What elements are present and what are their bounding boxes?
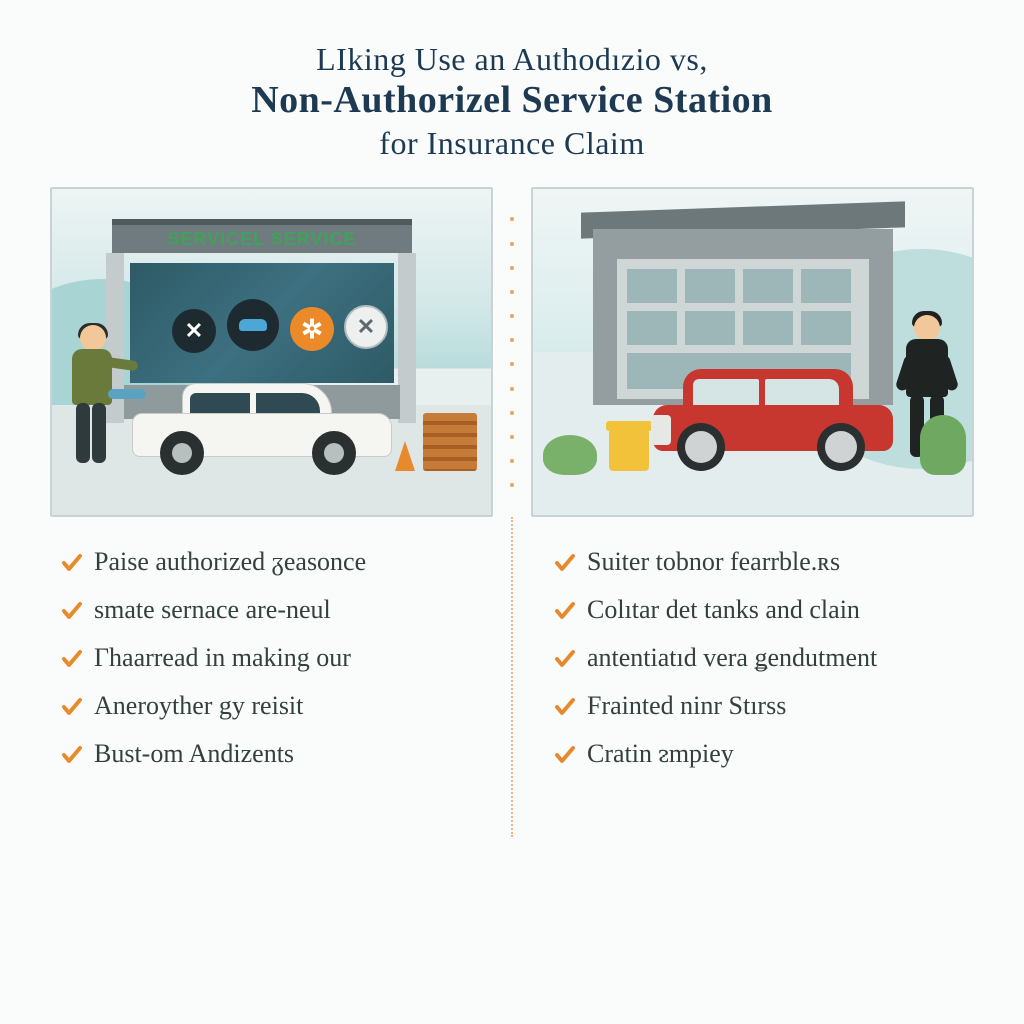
panel-divider (511, 187, 513, 517)
check-icon (553, 647, 577, 671)
trash-bin-icon (609, 429, 649, 471)
shop-pillar-right (398, 253, 416, 423)
list-item-text: smate sernace are-neul (94, 595, 331, 625)
list-item-text: Colıtar det tanks and clain (587, 595, 860, 625)
list-item-text: Paise authorized ᵹeasonce (94, 547, 366, 577)
left-list-item: Гhaаrread in making our (60, 643, 471, 673)
check-icon (60, 695, 84, 719)
speech-bubble-car-icon (227, 299, 279, 351)
check-icon (60, 647, 84, 671)
person-left (62, 325, 122, 475)
crate-icon (423, 413, 477, 471)
left-list-item: Bust-om Andizents (60, 739, 471, 769)
shop-sign: SERVICEL SERVICE (112, 219, 412, 253)
list-item-text: Bust-om Andizents (94, 739, 294, 769)
left-panel: SERVICEL SERVICE ✕ ✲ ✕ (50, 187, 493, 517)
title-line-1: LIking Use an Authodızio vs, (50, 40, 974, 78)
title-block: LIking Use an Authodızio vs, Non-Authori… (50, 40, 974, 162)
left-list-item: Aneroyther gy reisit (60, 691, 471, 721)
check-icon (553, 551, 577, 575)
traffic-cone-icon (395, 441, 415, 471)
list-item-text: Гhaаrread in making our (94, 643, 351, 673)
left-list-item: smate sernace are-neul (60, 595, 471, 625)
red-car (653, 371, 893, 471)
list-item-text: antentiatıd vera ǥendutment (587, 643, 877, 673)
list-item-text: Cratin ᴤmpiey (587, 739, 734, 769)
right-list-item: antentiatıd vera ǥendutment (553, 643, 964, 673)
title-line-3: for Insurance Claim (50, 124, 974, 162)
list-divider (511, 517, 513, 837)
check-icon (553, 599, 577, 623)
right-list-item: Frainted ninr Stırss (553, 691, 964, 721)
white-car (132, 385, 392, 475)
shop-sign-text: SERVICEL SERVICE (167, 229, 356, 250)
right-list-item: Suiter tobnor fearrble.ʀs (553, 547, 964, 577)
panels-row: SERVICEL SERVICE ✕ ✲ ✕ (50, 187, 974, 517)
title-line-2: Non-Authorizel Service Station (50, 78, 974, 124)
list-item-text: Frainted ninr Stırss (587, 691, 786, 721)
check-icon (60, 743, 84, 767)
lists-row: Paise authorized ᵹeasonce smate sernace a… (50, 547, 974, 837)
right-list-item: Colıtar det tanks and clain (553, 595, 964, 625)
check-icon (60, 599, 84, 623)
check-icon (553, 743, 577, 767)
check-icon (553, 695, 577, 719)
infographic-root: LIking Use an Authodızio vs, Non-Authori… (0, 0, 1024, 1024)
list-item-text: Suiter tobnor fearrble.ʀs (587, 547, 840, 577)
left-list: Paise authorized ᵹeasonce smate sernace a… (60, 547, 471, 837)
right-list-item: Cratin ᴤmpiey (553, 739, 964, 769)
left-list-item: Paise authorized ᵹeasonce (60, 547, 471, 577)
right-list: Suiter tobnor fearrble.ʀs Colıtar det tan… (553, 547, 964, 837)
check-icon (60, 551, 84, 575)
right-panel (531, 187, 974, 517)
list-item-text: Aneroyther gy reisit (94, 691, 303, 721)
bush-left (543, 435, 597, 475)
bush-right (920, 415, 966, 475)
